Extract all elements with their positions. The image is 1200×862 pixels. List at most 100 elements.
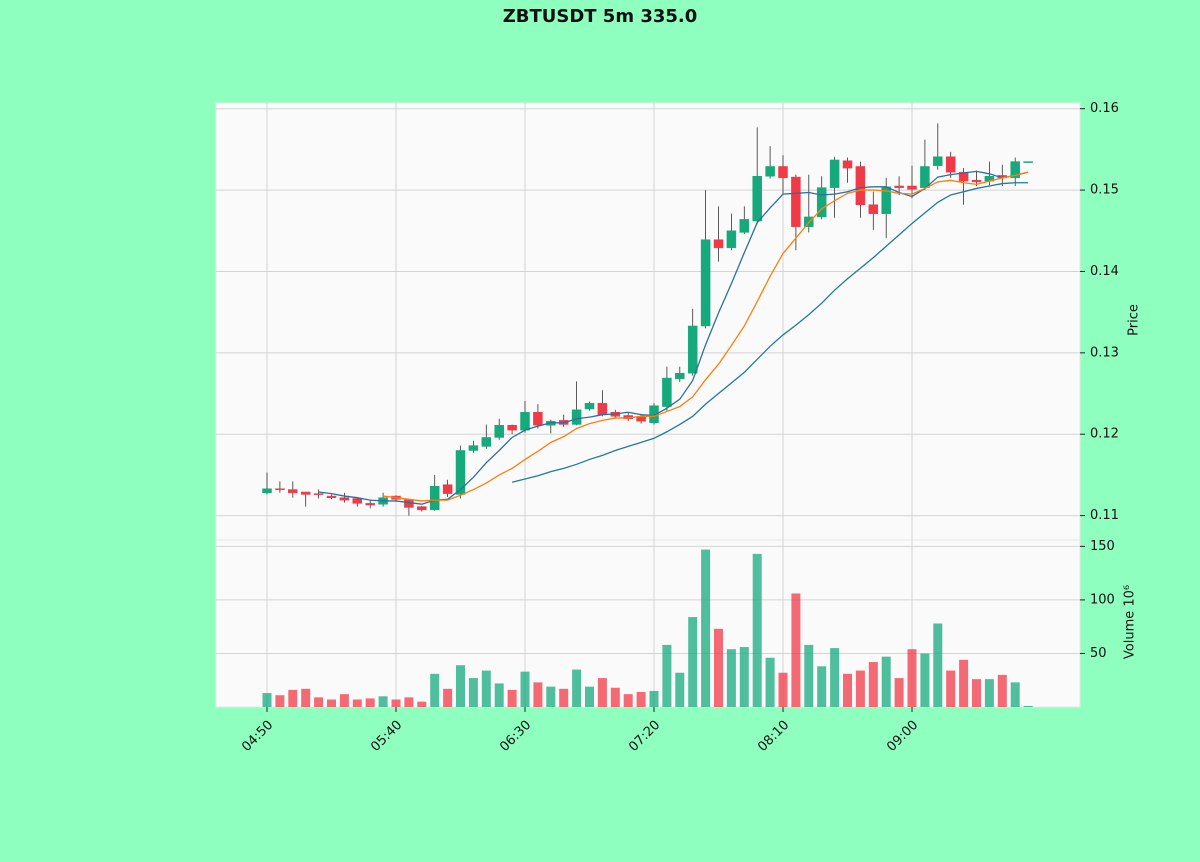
volume-bar bbox=[778, 672, 788, 707]
candle-body bbox=[597, 403, 608, 415]
volume-bar bbox=[726, 649, 736, 707]
volume-bar bbox=[623, 694, 633, 707]
volume-bar bbox=[404, 697, 414, 707]
volume-bar bbox=[275, 695, 285, 707]
candle-body bbox=[300, 491, 311, 495]
candle-body bbox=[945, 156, 956, 173]
y2-axis-label: Volume 10⁶ bbox=[1123, 585, 1138, 659]
candle-body bbox=[816, 187, 827, 218]
x-tick-label: 06:30 bbox=[497, 718, 534, 755]
moving-average-line bbox=[511, 182, 1029, 483]
volume-bar bbox=[830, 648, 840, 707]
candle-body bbox=[739, 219, 750, 233]
volume-bar bbox=[365, 698, 375, 707]
candle-body bbox=[700, 239, 711, 327]
candle-body bbox=[1023, 161, 1033, 163]
y-tick-label: 0.15 bbox=[1090, 183, 1119, 198]
x-tick-label: 07:20 bbox=[626, 718, 663, 755]
candle-body bbox=[262, 488, 272, 494]
candle-body bbox=[662, 377, 672, 407]
volume-bar bbox=[339, 694, 349, 707]
y-axis-label: Price bbox=[1127, 304, 1142, 336]
candle-body bbox=[829, 159, 840, 188]
candle-body bbox=[933, 156, 943, 166]
volume-bar bbox=[701, 549, 711, 707]
volume-bar bbox=[817, 666, 827, 707]
volume-bar bbox=[456, 665, 465, 707]
volume-bar bbox=[507, 689, 517, 707]
volume-bar bbox=[933, 623, 943, 707]
volume-bar bbox=[443, 688, 453, 707]
volume-bar bbox=[868, 662, 878, 707]
x-tick-label: 08:10 bbox=[755, 718, 792, 755]
volume-bar bbox=[688, 617, 698, 707]
x-tick-label: 05:40 bbox=[368, 718, 405, 755]
candle-body bbox=[752, 175, 762, 222]
volume-bar bbox=[1010, 682, 1020, 707]
volume-bar bbox=[533, 682, 543, 707]
volume-bar bbox=[984, 679, 994, 707]
volume-bar bbox=[894, 678, 904, 707]
x-tick-label: 09:00 bbox=[884, 718, 921, 755]
volume-bar bbox=[972, 679, 981, 707]
volume-bar bbox=[804, 644, 814, 707]
volume-bar bbox=[997, 674, 1007, 707]
candle-body bbox=[326, 495, 337, 498]
volume-bar bbox=[907, 649, 917, 707]
volume-bar bbox=[391, 699, 401, 707]
candle-body bbox=[313, 493, 324, 495]
volume-bar bbox=[636, 692, 646, 707]
volume-bar bbox=[288, 689, 298, 707]
volume-bar bbox=[649, 690, 659, 707]
candle-body bbox=[455, 450, 466, 495]
candle-body bbox=[352, 498, 363, 504]
volume-bar bbox=[791, 593, 801, 707]
volume-bar bbox=[675, 672, 685, 707]
candle-body bbox=[675, 372, 685, 380]
candle-body bbox=[726, 230, 737, 249]
y-tick-label: 0.16 bbox=[1090, 101, 1119, 116]
candle-body bbox=[765, 166, 775, 177]
volume-bar bbox=[494, 683, 504, 707]
candle-body bbox=[339, 497, 350, 501]
candle-body bbox=[429, 486, 440, 511]
y2-tick-label: 150 bbox=[1090, 539, 1115, 554]
y-tick-label: 0.12 bbox=[1090, 427, 1119, 442]
volume-bar bbox=[881, 656, 891, 707]
y-tick-label: 0.13 bbox=[1090, 345, 1119, 360]
volume-bar bbox=[481, 670, 491, 707]
candle-body bbox=[636, 416, 646, 422]
volume-bar bbox=[946, 670, 956, 707]
volume-bar bbox=[920, 653, 930, 707]
candle-body bbox=[842, 160, 853, 169]
y2-tick-label: 100 bbox=[1090, 592, 1115, 607]
volume-bar bbox=[378, 696, 388, 707]
candle-body bbox=[1010, 161, 1020, 179]
volume-bar bbox=[559, 688, 569, 707]
candle-body bbox=[365, 503, 375, 506]
candle-body bbox=[868, 204, 879, 214]
plot-area bbox=[215, 102, 1081, 708]
volume-bar bbox=[843, 673, 852, 707]
candle-body bbox=[571, 409, 582, 425]
volume-bar bbox=[765, 657, 775, 707]
volume-bar bbox=[752, 553, 762, 707]
volume-bar bbox=[855, 670, 865, 707]
candle-body bbox=[713, 239, 724, 249]
volume-bar bbox=[327, 699, 336, 707]
candle-body bbox=[442, 484, 453, 494]
candle-body bbox=[288, 489, 298, 494]
candle-body bbox=[275, 488, 285, 490]
volume-bar bbox=[597, 678, 607, 707]
volume-bar bbox=[314, 697, 324, 707]
volume-bar bbox=[610, 687, 620, 707]
volume-bar bbox=[1023, 705, 1033, 707]
volume-bar bbox=[572, 669, 582, 707]
volume-bar bbox=[430, 673, 440, 707]
y2-tick-label: 50 bbox=[1090, 646, 1107, 661]
candle-body bbox=[907, 185, 917, 190]
candle-body bbox=[971, 180, 982, 183]
volume-bar bbox=[468, 678, 478, 707]
y-tick-label: 0.14 bbox=[1090, 264, 1119, 279]
